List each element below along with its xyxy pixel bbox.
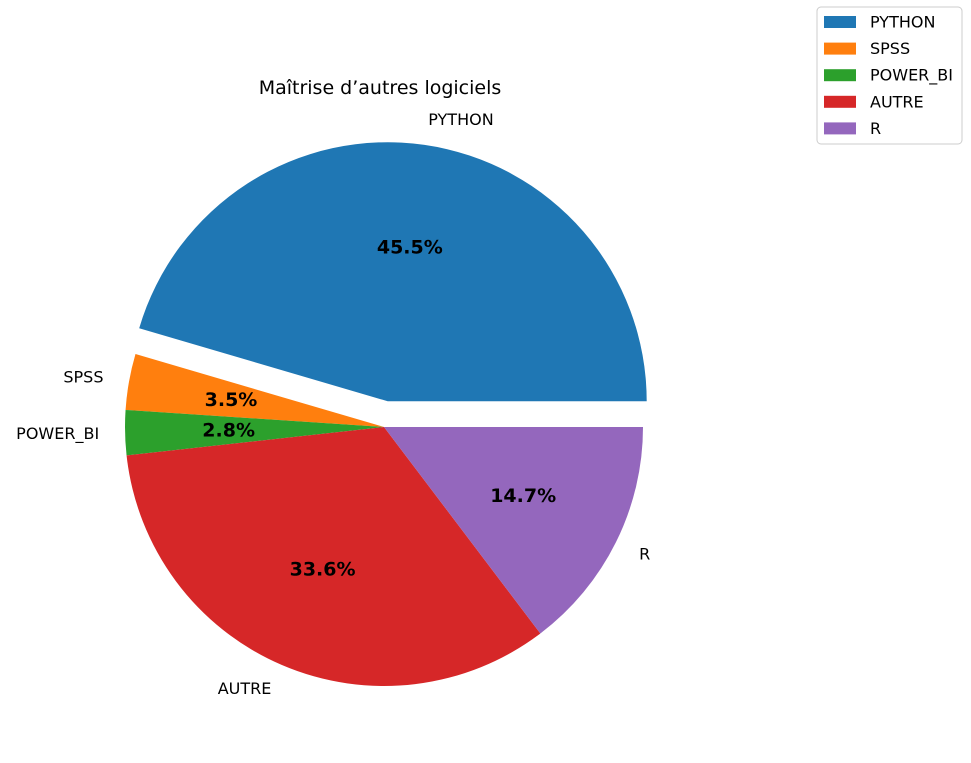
- slice-percent-power-bi: 2.8%: [202, 419, 255, 441]
- slice-percent-autre: 33.6%: [290, 559, 356, 581]
- legend-swatch-python: [824, 16, 856, 28]
- pie-slice-r: [384, 427, 643, 634]
- legend: PYTHON SPSS POWER_BI AUTRE R: [816, 6, 963, 145]
- legend-label-autre: AUTRE: [870, 92, 924, 111]
- slice-percent-python: 45.5%: [377, 236, 443, 258]
- legend-label-spss: SPSS: [870, 39, 910, 58]
- legend-swatch-autre: [824, 95, 856, 108]
- chart-title: Maîtrise d’autres logiciels: [259, 77, 502, 99]
- slice-label-spss: SPSS: [63, 368, 103, 387]
- slice-label-python: PYTHON: [428, 110, 493, 129]
- slice-label-autre: AUTRE: [218, 679, 272, 698]
- legend-frame: [816, 6, 963, 145]
- legend-swatch-r: [824, 122, 856, 135]
- slice-percent-spss: 3.5%: [205, 389, 258, 411]
- legend-swatch-spss: [824, 42, 856, 55]
- pie-slice-autre: [126, 427, 541, 686]
- slice-label-r: R: [639, 544, 650, 563]
- pie-slices: [124, 142, 647, 686]
- legend-label-python: PYTHON: [870, 13, 935, 32]
- pie-slice-python: [139, 142, 647, 402]
- pie-slice-power-bi: [124, 409, 384, 456]
- legend-label-power-bi: POWER_BI: [870, 66, 953, 86]
- pie-slice-spss: [125, 354, 384, 427]
- legend-swatch-power-bi: [824, 69, 856, 82]
- legend-label-r: R: [870, 119, 881, 138]
- slice-percent-r: 14.7%: [490, 485, 556, 507]
- slice-label-power-bi: POWER_BI: [16, 424, 99, 444]
- legend-entries: PYTHON SPSS POWER_BI AUTRE R: [824, 13, 953, 138]
- slice-percentage-labels: 45.5% 3.5% 2.8% 33.6% 14.7%: [202, 236, 556, 580]
- slice-category-labels: PYTHON SPSS POWER_BI AUTRE R: [16, 110, 650, 698]
